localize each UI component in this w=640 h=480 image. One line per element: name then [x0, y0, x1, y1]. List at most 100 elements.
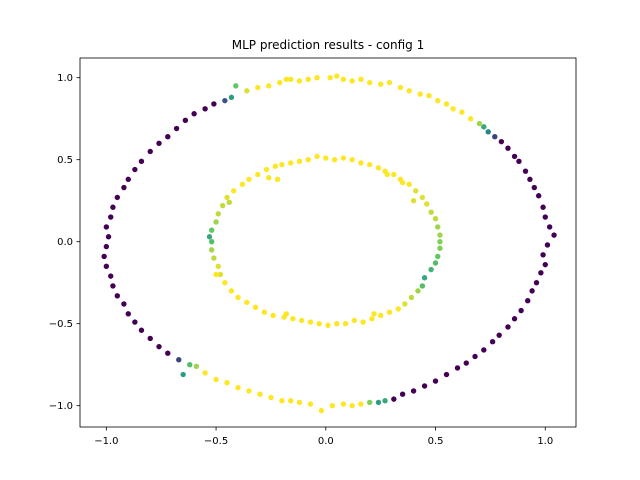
outer-ring-point: [377, 81, 384, 87]
inner-ring-point: [437, 232, 443, 238]
inner-ring-point: [377, 312, 384, 319]
outer-ring-point: [358, 76, 364, 83]
inner-ring-point: [351, 317, 358, 324]
inner-ring-point: [224, 194, 230, 201]
inner-ring-point: [424, 201, 430, 207]
inner-ring-point: [437, 245, 443, 251]
outer-ring-point: [132, 166, 138, 173]
inner-ring-point: [334, 320, 340, 327]
outer-ring-point: [367, 399, 373, 406]
outer-ring-point: [121, 301, 127, 307]
outer-ring-point: [529, 288, 535, 294]
inner-ring-point: [213, 271, 219, 278]
inner-ring-point: [215, 211, 221, 217]
inner-ring-point: [419, 194, 426, 201]
outer-ring-point: [349, 78, 355, 84]
inner-ring-point: [408, 294, 415, 301]
outer-ring-point: [114, 194, 121, 201]
outer-ring-point: [101, 253, 107, 260]
outer-ring-point: [375, 399, 382, 406]
inner-ring-point: [325, 322, 331, 329]
outer-ring-point: [481, 124, 487, 130]
outer-ring-point: [193, 363, 200, 370]
outer-ring-point: [533, 279, 540, 286]
outer-ring-point: [525, 298, 531, 304]
outer-ring-point: [334, 73, 340, 79]
outer-ring-point: [463, 360, 469, 366]
outer-ring-point: [511, 153, 518, 160]
outer-ring-point: [459, 109, 465, 115]
outer-ring-point: [318, 407, 325, 414]
outer-ring-point: [108, 273, 114, 279]
inner-ring-point: [206, 234, 213, 240]
outer-ring-point: [307, 401, 314, 407]
outer-ring-point: [257, 391, 263, 397]
chart-title: MLP prediction results - config 1: [232, 38, 424, 52]
outer-ring-point: [542, 214, 548, 220]
inner-ring-point: [270, 312, 276, 319]
inner-ring-point: [349, 156, 355, 163]
outer-ring-point: [511, 316, 518, 322]
inner-ring-point: [375, 165, 382, 171]
outer-ring-point: [406, 88, 412, 94]
outer-ring-point: [358, 401, 364, 407]
inner-ring-point: [305, 156, 311, 163]
inner-ring-point: [360, 319, 366, 325]
outer-ring-point: [233, 83, 239, 89]
inner-ring-point: [263, 166, 270, 173]
outer-ring-point: [255, 84, 261, 91]
outer-ring-point: [110, 204, 116, 210]
inner-ring-point: [399, 179, 406, 186]
outer-ring-point: [540, 252, 546, 258]
inner-ring-point: [406, 181, 412, 187]
inner-ring-point: [413, 188, 419, 194]
outer-ring-point: [287, 398, 294, 404]
outer-ring-point: [103, 243, 110, 250]
outer-ring-point: [202, 106, 208, 112]
inner-ring-point: [215, 263, 221, 269]
outer-ring-point: [417, 91, 423, 97]
x-tick-label: −1.0: [94, 436, 118, 447]
outer-ring-point: [279, 398, 285, 404]
inner-ring-point: [287, 160, 294, 166]
outer-ring-point: [522, 168, 529, 174]
outer-ring-point: [213, 376, 219, 383]
outer-ring-point: [287, 76, 294, 83]
outer-ring-point: [410, 388, 417, 394]
inner-ring-point: [279, 161, 285, 168]
inner-ring-point: [428, 209, 434, 215]
outer-ring-point: [182, 117, 189, 124]
inner-ring-point: [402, 301, 408, 307]
outer-ring-point: [492, 134, 498, 140]
outer-ring-point: [397, 84, 404, 91]
y-tick-label: −1.0: [49, 401, 73, 412]
outer-ring-point: [187, 361, 193, 368]
inner-ring-point: [323, 155, 329, 161]
inner-ring-point: [222, 279, 228, 286]
outer-ring-point: [305, 76, 311, 83]
y-tick-label: 1.0: [57, 73, 73, 84]
outer-ring-point: [202, 370, 208, 376]
outer-ring-point: [191, 111, 197, 117]
outer-ring-point: [489, 339, 496, 345]
inner-ring-point: [226, 199, 232, 206]
points-layer: [101, 73, 557, 414]
y-tick-label: −0.5: [49, 319, 73, 330]
outer-ring-point: [314, 74, 320, 81]
outer-ring-point: [176, 357, 182, 363]
inner-ring-point: [371, 311, 377, 317]
inner-ring-point: [274, 176, 281, 183]
outer-ring-point: [110, 283, 116, 289]
inner-ring-point: [395, 306, 401, 312]
outer-ring-point: [211, 101, 217, 107]
outer-ring-point: [173, 125, 180, 132]
outer-ring-point: [399, 391, 406, 397]
x-tick-label: 0.0: [318, 436, 334, 447]
outer-ring-point: [108, 214, 114, 220]
inner-ring-point: [211, 255, 217, 261]
outer-ring-point: [105, 234, 112, 240]
inner-ring-point: [255, 171, 261, 178]
outer-ring-point: [246, 388, 252, 394]
inner-ring-point: [244, 299, 250, 306]
